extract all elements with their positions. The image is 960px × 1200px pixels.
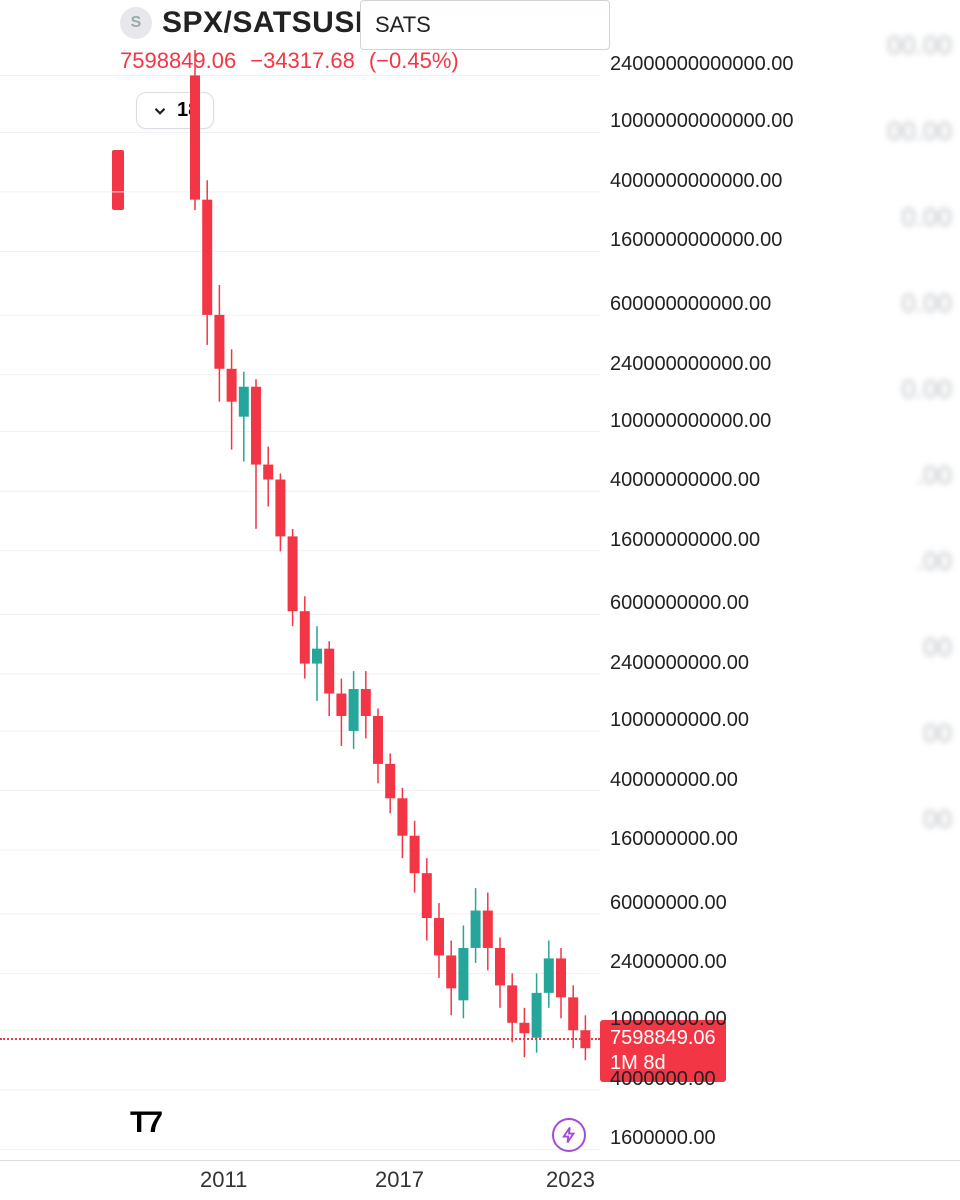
y-tick-label: 60000000.00 [610,892,727,915]
x-axis[interactable]: 2011 2017 2023 [0,1160,960,1200]
lightning-icon[interactable] [552,1118,586,1152]
y-tick-label: 40000000000.00 [610,469,760,492]
y-tick-label: 400000000.00 [610,769,738,792]
blur-bg-label: .00 [916,546,952,577]
sats-label-text: SATS [375,12,431,38]
y-tick-label: 160000000.00 [610,828,738,851]
y-tick-label: 4000000.00 [610,1068,716,1091]
symbol-name[interactable]: SPX/SATSUSD [162,6,377,40]
y-tick-label: 24000000.00 [610,951,727,974]
tradingview-logo: T7 [130,1106,161,1140]
blur-bg-label: 00.00 [887,116,952,147]
chart-area[interactable]: 7598849.06 1M 8d 24000000000000.00100000… [0,40,820,1160]
y-tick-label: 240000000000.00 [610,353,771,376]
y-tick-label: 10000000.00 [610,1008,727,1031]
blur-bg-label: 0.00 [901,288,952,319]
y-tick-label: 24000000000000.00 [610,53,794,76]
last-price-line [0,1038,600,1040]
y-tick-label: 16000000000.00 [610,529,760,552]
y-tick-label: 2400000000.00 [610,652,749,675]
y-tick-label: 100000000000.00 [610,410,771,433]
candlestick-plot[interactable] [0,40,600,1160]
symbol-badge: S [120,7,152,39]
blur-bg-label: 00.00 [887,30,952,61]
background-blur-column: 00.00 00.00 0.00 0.00 0.00 .00 .00 00 00 00 [820,0,960,1160]
y-tick-label: 4000000000000.00 [610,170,782,193]
y-tick-label: 6000000000.00 [610,592,749,615]
y-tick-label: 600000000000.00 [610,293,771,316]
blur-bg-label: 00 [923,804,952,835]
blur-bg-label: .00 [916,460,952,491]
x-tick-label: 2017 [375,1167,424,1193]
blur-bg-label: 0.00 [901,374,952,405]
y-tick-label: 1000000000.00 [610,709,749,732]
blur-bg-label: 00 [923,718,952,749]
x-tick-label: 2011 [200,1167,247,1193]
blur-bg-label: 0.00 [901,202,952,233]
x-tick-label: 2023 [546,1167,595,1193]
blur-bg-label: 00 [923,632,952,663]
y-tick-label: 1600000000000.00 [610,229,782,252]
y-tick-label: 1600000.00 [610,1127,716,1150]
y-tick-label: 10000000000000.00 [610,110,794,133]
